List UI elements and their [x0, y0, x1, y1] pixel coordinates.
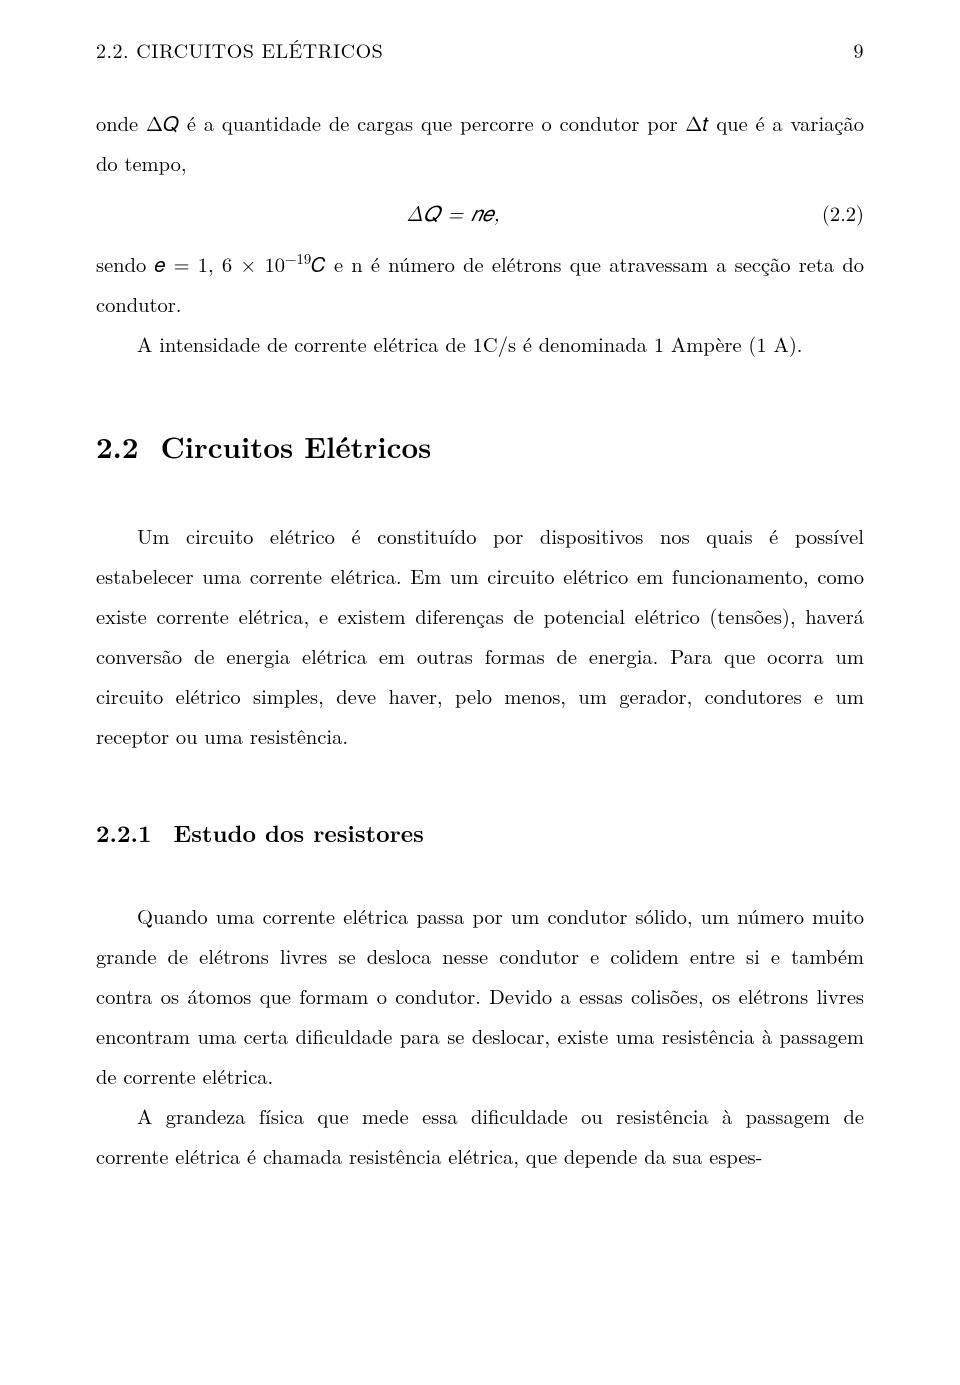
subsection-number: 2.2.1 — [96, 815, 152, 849]
section-title: Circuitos Elétricos — [161, 425, 432, 467]
section-number: 2.2 — [96, 425, 139, 467]
equation-2-2: Δ𝑄 = 𝑛𝑒, (2.2) — [96, 193, 864, 234]
paragraph-intro: onde Δ𝑄 é a quantidade de cargas que per… — [96, 103, 864, 183]
equation-number: (2.2) — [810, 193, 864, 233]
paragraph-resistores-2: A grandeza física que mede essa dificuld… — [96, 1096, 864, 1176]
text-frag-a: sendo 𝑒 = 1, 6 × 10 — [96, 249, 285, 278]
paragraph-e-constant: sendo 𝑒 = 1, 6 × 10−19𝐶 e n é número de … — [96, 244, 864, 324]
paragraph-resistores-1: Quando uma corrente elétrica passa por u… — [96, 896, 864, 1096]
equation-expression: Δ𝑄 = 𝑛𝑒, — [406, 193, 500, 234]
page-container: 2.2. CIRCUITOS ELÉTRICOS 9 onde Δ𝑄 é a q… — [0, 0, 960, 1385]
section-heading-2-2: 2.2 Circuitos Elétricos — [96, 418, 864, 475]
running-head: 2.2. CIRCUITOS ELÉTRICOS 9 — [96, 30, 864, 69]
paragraph-circuitos: Um circuito elétrico é constituído por d… — [96, 516, 864, 756]
subsection-heading-2-2-1: 2.2.1 Estudo dos resistores — [96, 810, 864, 856]
text-superscript: −19 — [285, 248, 311, 269]
page-number: 9 — [854, 30, 865, 69]
running-head-left: 2.2. CIRCUITOS ELÉTRICOS — [96, 30, 383, 69]
subsection-title: Estudo dos resistores — [174, 815, 424, 849]
paragraph-ampere: A intensidade de corrente elétrica de 1C… — [96, 324, 864, 364]
